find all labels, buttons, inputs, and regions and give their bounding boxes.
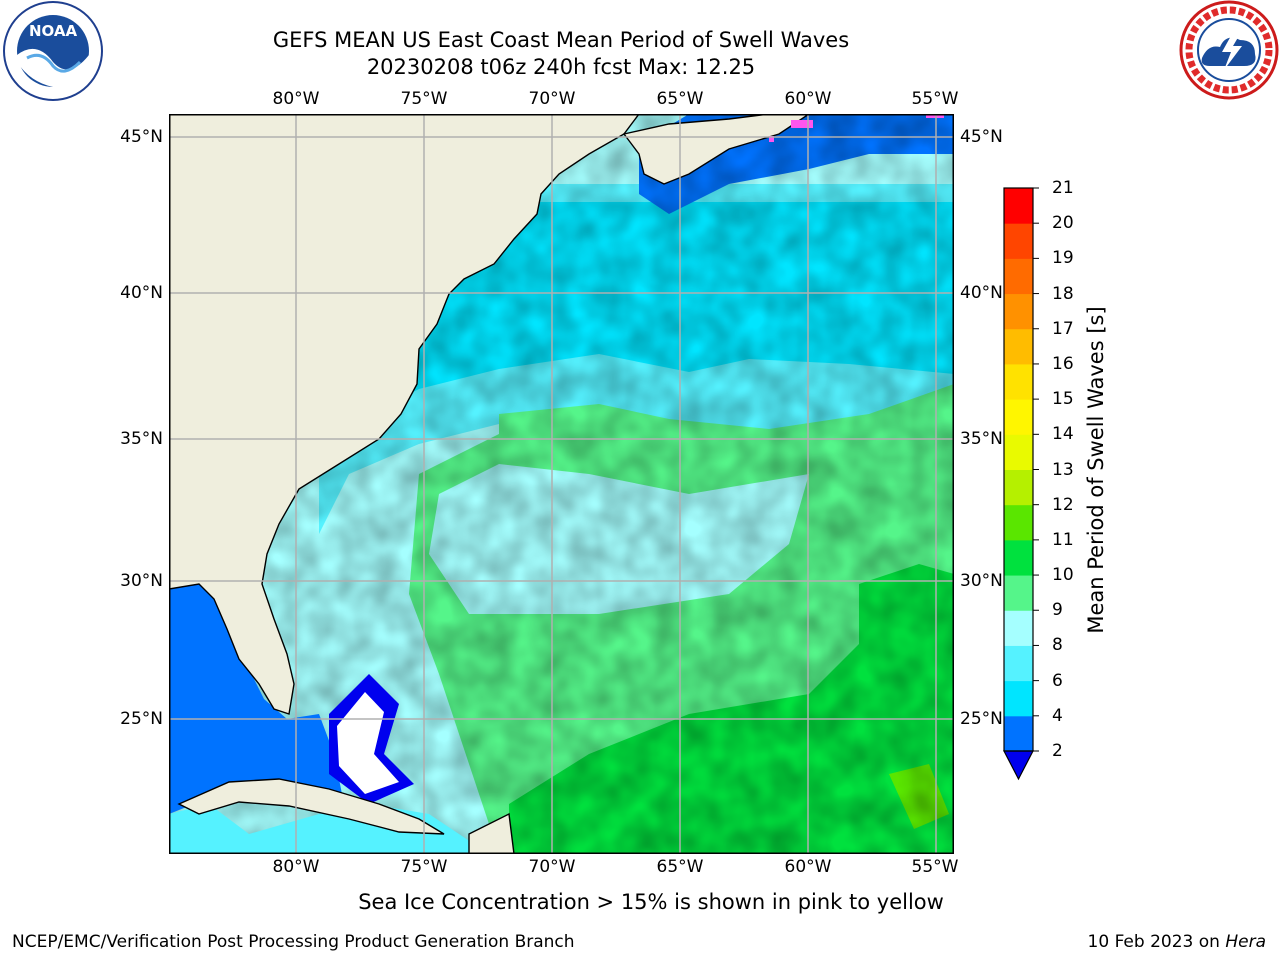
colorbar-tick-label: 21: [1052, 178, 1074, 198]
colorbar-segment: [1004, 434, 1033, 470]
map-title: GEFS MEAN US East Coast Mean Period of S…: [272, 28, 850, 52]
colorbar-tick-label: 2: [1052, 741, 1063, 761]
nova-scotia-land: [622, 114, 811, 185]
colorbar-tick-label: 8: [1052, 635, 1063, 656]
lat-label-right: 40°N: [960, 283, 1003, 303]
colorbar-tick-label: 11: [1052, 529, 1074, 550]
map-subtitle: 20230208 t06z 240h fcst Max: 12.25: [366, 55, 756, 79]
sea-ice-mark: [791, 120, 813, 128]
colorbar-tick-label: 18: [1052, 283, 1074, 304]
lat-label-left: 40°N: [120, 283, 163, 303]
footer-date-text: 10 Feb 2023 on: [1087, 932, 1226, 952]
colorbar-label: Mean Period of Swell Waves [s]: [1084, 306, 1108, 634]
footer-host: Hera: [1225, 932, 1266, 952]
lon-label-top: 70°W: [528, 89, 576, 109]
colorbar-segment: [1004, 399, 1033, 435]
colorbar-tick-label: 17: [1052, 318, 1074, 339]
noaa-logo: NOAA: [3, 1, 103, 101]
colorbar-tick-label: 6: [1052, 670, 1063, 691]
colorbar-segment: [1004, 188, 1033, 224]
lon-label-bottom: 60°W: [784, 857, 832, 877]
colorbar-tick-label: 20: [1052, 213, 1074, 234]
colorbar-segment: [1004, 575, 1033, 611]
colorbar-tick-label: 15: [1052, 389, 1074, 410]
colorbar-tick-label: 10: [1052, 565, 1074, 586]
cuba-land: [177, 778, 445, 835]
colorbar-segment: [1004, 293, 1033, 330]
colorbar-segment: [1004, 469, 1033, 506]
lat-label-right: 35°N: [960, 429, 1003, 449]
lon-label-bottom: 65°W: [656, 857, 704, 877]
nws-logo: [1179, 0, 1279, 100]
map-frame: [169, 114, 954, 854]
lat-label-left: 35°N: [120, 429, 163, 449]
lat-label-left: 25°N: [120, 709, 163, 729]
lon-label-top: 75°W: [400, 89, 448, 109]
colorbar-segment: [1004, 539, 1033, 576]
colorbar-segment: [1004, 645, 1033, 682]
colorbar-segment: [1004, 328, 1033, 365]
lon-label-top: 65°W: [656, 89, 704, 109]
colorbar-segment: [1004, 610, 1033, 646]
lat-label-right: 25°N: [960, 709, 1003, 729]
colorbar-under-arrow: [1003, 750, 1034, 781]
footer-credit: NCEP/EMC/Verification Post Processing Pr…: [12, 932, 575, 952]
colorbar-tick-label: 13: [1052, 459, 1074, 480]
colorbar-segment: [1004, 223, 1033, 259]
colorbar-tick-label: 4: [1052, 705, 1063, 726]
lat-label-left: 30°N: [120, 571, 163, 591]
noaa-logo-text: NOAA: [29, 22, 78, 40]
sea-ice-mark: [926, 114, 944, 118]
colorbar: [1003, 187, 1039, 781]
colorbar-segment: [1004, 680, 1033, 717]
lon-label-bottom: 55°W: [911, 857, 959, 877]
colorbar-tick-label: 14: [1052, 424, 1074, 445]
bahamas-banks: [337, 692, 399, 794]
swell-period-map: [169, 114, 954, 854]
gulf-of-mexico: [169, 584, 344, 814]
colorbar-tick-label: 19: [1052, 248, 1074, 269]
hispaniola-land: [468, 812, 515, 854]
sea-ice-note: Sea Ice Concentration > 15% is shown in …: [358, 890, 944, 914]
lon-label-bottom: 75°W: [400, 857, 448, 877]
colorbar-segment: [1004, 504, 1033, 541]
lat-label-left: 45°N: [120, 127, 163, 147]
lon-label-bottom: 80°W: [272, 857, 320, 877]
lat-label-right: 30°N: [960, 571, 1003, 591]
colorbar-segment: [1004, 715, 1033, 752]
graticule: [169, 114, 954, 854]
colorbar-tick-label: 9: [1052, 600, 1063, 621]
lon-label-top: 60°W: [784, 89, 832, 109]
colorbar-tick-label: 12: [1052, 494, 1074, 515]
colorbar-tick-label: 16: [1052, 353, 1074, 374]
lon-label-top: 55°W: [911, 89, 959, 109]
north-america-land: [169, 114, 640, 715]
lon-label-top: 80°W: [272, 89, 320, 109]
colorbar-segment: [1004, 363, 1033, 400]
footer-date: 10 Feb 2023 on Hera: [1088, 932, 1266, 952]
colorbar-segment: [1004, 258, 1033, 295]
lon-label-bottom: 70°W: [528, 857, 576, 877]
sea-ice-mark: [769, 136, 774, 142]
lat-label-right: 45°N: [960, 127, 1003, 147]
